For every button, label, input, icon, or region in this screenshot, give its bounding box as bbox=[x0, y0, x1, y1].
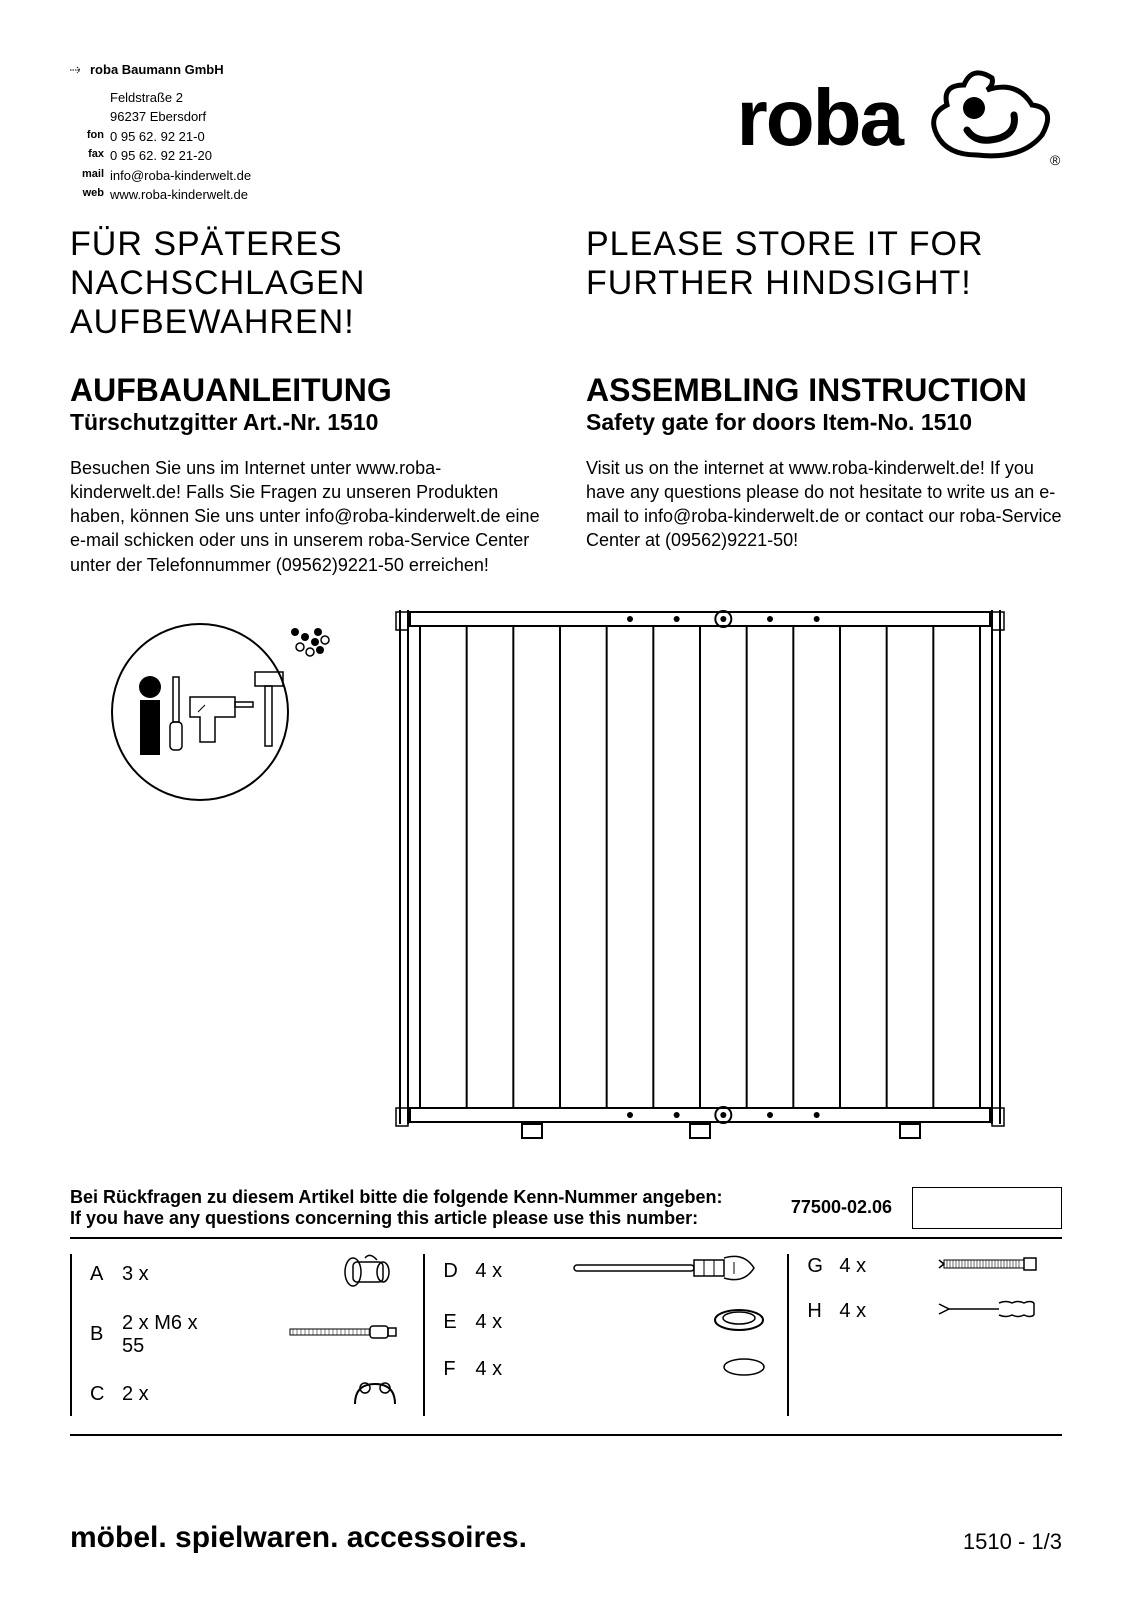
company-name: roba Baumann GmbH bbox=[90, 60, 224, 80]
web: www.roba-kinderwelt.de bbox=[110, 185, 248, 205]
part-icon-A bbox=[216, 1254, 405, 1296]
ref-text-en: If you have any questions concerning thi… bbox=[70, 1208, 771, 1229]
fax-label: fax bbox=[70, 146, 110, 166]
part-item-F: F4 x bbox=[443, 1356, 769, 1384]
mail-label: mail bbox=[70, 166, 110, 186]
page-number: 1510 - 1/3 bbox=[963, 1529, 1062, 1555]
part-icon-F bbox=[569, 1356, 769, 1384]
ref-number: 77500-02.06 bbox=[791, 1197, 892, 1218]
web-label: web bbox=[70, 185, 110, 205]
part-icon-B bbox=[216, 1322, 405, 1348]
subtitle-en: Safety gate for doors Item-No. 1510 bbox=[586, 409, 1062, 436]
part-icon-H bbox=[933, 1296, 1044, 1328]
store-heading-de: FÜR SPÄTERES NACHSCHLAGEN AUFBEWAHREN! bbox=[70, 225, 546, 342]
fon: 0 95 62. 92 21-0 bbox=[110, 127, 205, 147]
tools-diagram bbox=[70, 602, 350, 807]
street: Feldstraße 2 bbox=[110, 88, 183, 108]
ref-box bbox=[912, 1187, 1062, 1229]
body-en: Visit us on the internet at www.roba-kin… bbox=[586, 456, 1062, 577]
company-info: roba Baumann GmbH Feldstraße 2 96237 Ebe… bbox=[70, 60, 251, 205]
subtitle-de: Türschutzgitter Art.-Nr. 1510 bbox=[70, 409, 546, 436]
part-item-B: B2 x M6 x 55 bbox=[90, 1312, 405, 1358]
part-item-C: C2 x bbox=[90, 1374, 405, 1416]
body-de: Besuchen Sie uns im Internet unter www.r… bbox=[70, 456, 546, 577]
svg-text:®: ® bbox=[1050, 152, 1061, 168]
logo-text: roba bbox=[737, 72, 902, 164]
mail: info@roba-kinderwelt.de bbox=[110, 166, 251, 186]
arrow-icon bbox=[70, 60, 84, 80]
divider bbox=[70, 1237, 1062, 1239]
fax: 0 95 62. 92 21-20 bbox=[110, 146, 212, 166]
part-icon-D bbox=[569, 1254, 769, 1290]
parts-list: A3 x B2 x M6 x 55 C2 x D4 x E4 x F4 x G4 x H4… bbox=[70, 1254, 1062, 1426]
part-item-G: G4 x bbox=[807, 1254, 1044, 1280]
ref-text-de: Bei Rückfragen zu diesem Artikel bitte d… bbox=[70, 1187, 771, 1208]
logo: roba ® bbox=[737, 60, 1062, 175]
store-heading-en: PLEASE STORE IT FOR FURTHER HINDSIGHT! bbox=[586, 225, 1062, 303]
part-icon-C bbox=[216, 1374, 405, 1416]
fon-label: fon bbox=[70, 127, 110, 147]
title-en: ASSEMBLING INSTRUCTION bbox=[586, 372, 1062, 409]
part-item-E: E4 x bbox=[443, 1306, 769, 1340]
part-item-A: A3 x bbox=[90, 1254, 405, 1296]
part-item-H: H4 x bbox=[807, 1296, 1044, 1328]
part-item-D: D4 x bbox=[443, 1254, 769, 1290]
city: 96237 Ebersdorf bbox=[110, 107, 206, 127]
gate-diagram bbox=[380, 602, 1062, 1167]
footer-tagline: möbel. spielwaren. accessoires. bbox=[70, 1521, 527, 1555]
divider bbox=[70, 1434, 1062, 1436]
part-icon-E bbox=[569, 1306, 769, 1340]
logo-icon: ® bbox=[922, 60, 1062, 175]
title-de: AUFBAUANLEITUNG bbox=[70, 372, 546, 409]
part-icon-G bbox=[933, 1254, 1044, 1280]
